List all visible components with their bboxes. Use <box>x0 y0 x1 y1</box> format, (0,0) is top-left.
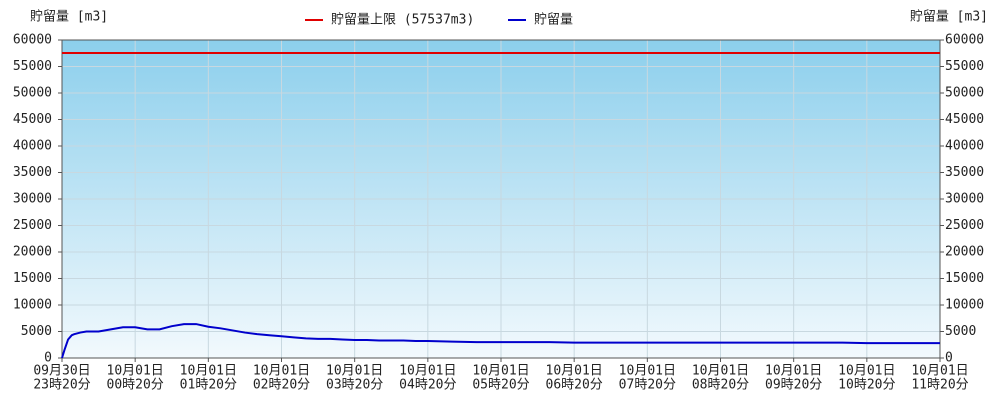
y-tick-label: 60000 <box>13 33 52 48</box>
x-tick-label: 02時20分 <box>253 378 310 393</box>
legend-label: 貯留量 <box>534 13 573 28</box>
y2-tick-label: 55000 <box>945 59 984 74</box>
y2-tick-label: 60000 <box>945 33 984 48</box>
y-tick-label: 15000 <box>13 271 52 286</box>
x-tick-label: 10月01日 <box>180 364 237 379</box>
y-tick-label: 50000 <box>13 86 52 101</box>
y2-axis-title: 貯留量 [m3] <box>910 10 988 25</box>
y2-tick-label: 35000 <box>945 165 984 180</box>
x-tick-label: 10月01日 <box>911 364 968 379</box>
x-tick-label: 10月01日 <box>326 364 383 379</box>
y-tick-label: 30000 <box>13 192 52 207</box>
y-tick-label: 40000 <box>13 139 52 154</box>
y-tick-label: 55000 <box>13 59 52 74</box>
x-tick-label: 08時20分 <box>692 378 749 393</box>
x-tick-label: 09月30日 <box>33 364 90 379</box>
y-tick-label: 35000 <box>13 165 52 180</box>
x-tick-label: 10月01日 <box>399 364 456 379</box>
x-tick-label: 06時20分 <box>546 378 603 393</box>
y-tick-label: 20000 <box>13 245 52 260</box>
y2-tick-label: 10000 <box>945 298 984 313</box>
y2-tick-label: 0 <box>945 351 953 366</box>
x-tick-label: 09時20分 <box>765 378 822 393</box>
x-tick-label: 10月01日 <box>619 364 676 379</box>
x-tick-label: 10月01日 <box>692 364 749 379</box>
y2-tick-label: 15000 <box>945 271 984 286</box>
x-tick-label: 04時20分 <box>399 378 456 393</box>
y2-tick-label: 25000 <box>945 218 984 233</box>
y-tick-label: 45000 <box>13 112 52 127</box>
y-tick-label: 10000 <box>13 298 52 313</box>
x-tick-label: 01時20分 <box>180 378 237 393</box>
x-tick-label: 10月01日 <box>472 364 529 379</box>
y2-tick-label: 40000 <box>945 139 984 154</box>
series-line <box>61 323 940 359</box>
y-tick-label: 25000 <box>13 218 52 233</box>
y2-tick-label: 30000 <box>945 192 984 207</box>
x-tick-label: 05時20分 <box>472 378 529 393</box>
y-tick-label: 5000 <box>21 324 52 339</box>
legend-label: 貯留量上限 (57537m3) <box>331 13 474 28</box>
x-tick-label: 11時20分 <box>911 378 968 393</box>
x-tick-label: 00時20分 <box>107 378 164 393</box>
y2-tick-label: 50000 <box>945 86 984 101</box>
x-tick-label: 03時20分 <box>326 378 383 393</box>
x-tick-label: 10月01日 <box>546 364 603 379</box>
plot-frame <box>61 39 941 359</box>
x-tick-label: 10月01日 <box>107 364 164 379</box>
x-tick-label: 10時20分 <box>838 378 895 393</box>
y-tick-label: 0 <box>44 351 52 366</box>
x-tick-label: 23時20分 <box>33 378 90 393</box>
x-tick-label: 07時20分 <box>619 378 676 393</box>
y-axis-title: 貯留量 [m3] <box>30 10 108 25</box>
y2-tick-label: 20000 <box>945 245 984 260</box>
x-tick-label: 10月01日 <box>838 364 895 379</box>
y2-tick-label: 45000 <box>945 112 984 127</box>
y2-tick-label: 5000 <box>945 324 976 339</box>
x-tick-label: 10月01日 <box>253 364 310 379</box>
x-tick-label: 10月01日 <box>765 364 822 379</box>
